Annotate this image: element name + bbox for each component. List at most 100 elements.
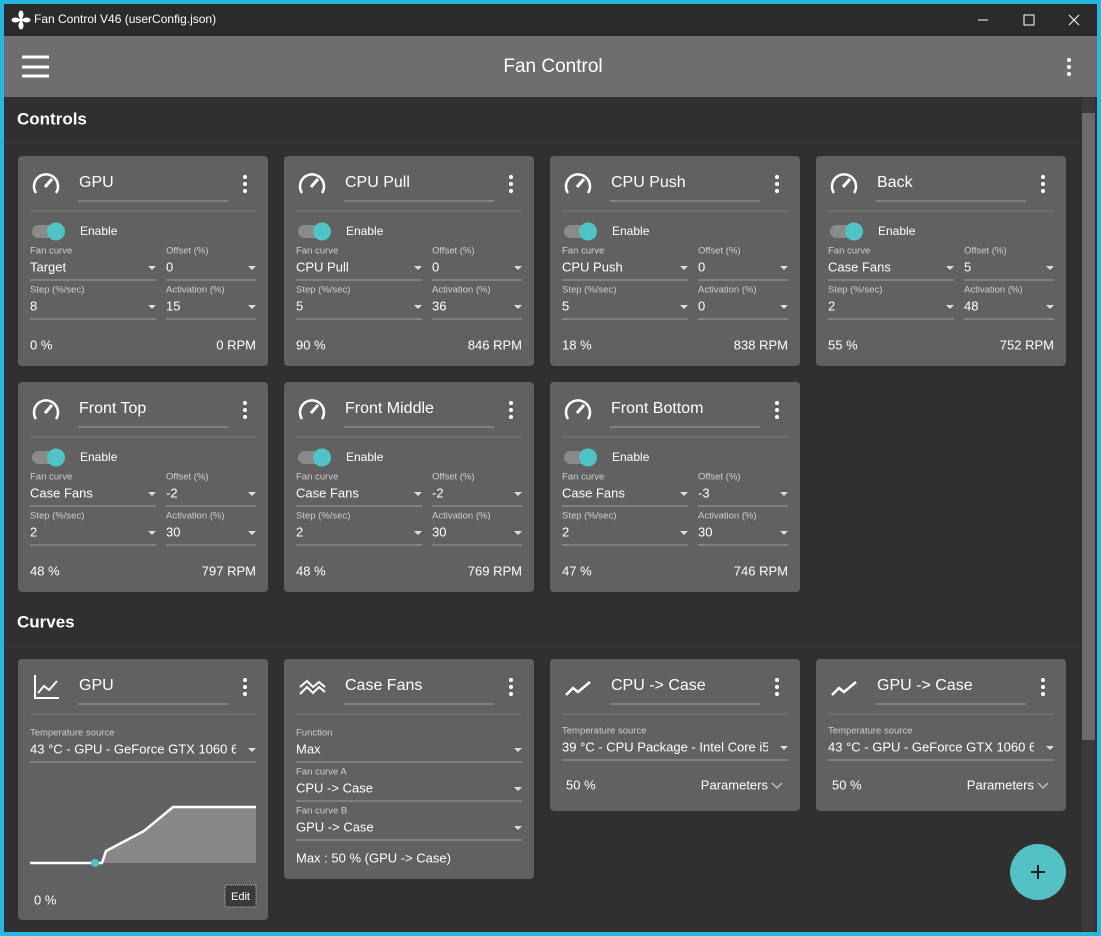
field-value[interactable]: 39 °C - CPU Package - Intel Core i5-9: [562, 739, 781, 754]
chevron[interactable]: [1037, 782, 1049, 790]
field-value[interactable]: 0: [432, 259, 439, 274]
menu-button[interactable]: [22, 55, 49, 78]
field-value[interactable]: Max: [296, 741, 321, 756]
dropdown-arrow[interactable]: [248, 748, 256, 752]
card-name[interactable]: Case Fans: [345, 677, 422, 694]
field-value[interactable]: GPU -> Case: [296, 819, 374, 834]
dropdown-arrow[interactable]: [1046, 305, 1054, 309]
field-value[interactable]: 0: [166, 259, 173, 274]
card-menu-button[interactable]: [775, 678, 779, 696]
card-menu-button[interactable]: [775, 401, 779, 419]
card-name[interactable]: Front Bottom: [611, 400, 703, 417]
dropdown-arrow[interactable]: [414, 266, 422, 270]
card-name[interactable]: GPU -> Case: [877, 677, 973, 694]
dropdown-arrow[interactable]: [514, 531, 522, 535]
card-menu-button[interactable]: [1041, 175, 1045, 193]
card-name[interactable]: Front Top: [79, 400, 146, 417]
dropdown-arrow[interactable]: [148, 492, 156, 496]
field-value[interactable]: 43 °C - GPU - GeForce GTX 1060 6GB: [30, 741, 257, 756]
maximize-button[interactable]: [1023, 14, 1035, 26]
dropdown-arrow[interactable]: [148, 531, 156, 535]
dropdown-arrow[interactable]: [414, 531, 422, 535]
field-value[interactable]: Case Fans: [30, 485, 93, 500]
dropdown-arrow[interactable]: [514, 748, 522, 752]
field-value[interactable]: 5: [296, 298, 303, 313]
toggle-knob[interactable]: [47, 222, 65, 241]
toggle-knob[interactable]: [579, 222, 597, 241]
field-value[interactable]: 0: [698, 298, 705, 313]
card-name[interactable]: Back: [877, 174, 914, 191]
card-menu-button[interactable]: [243, 401, 247, 419]
field-value[interactable]: Case Fans: [562, 485, 625, 500]
dropdown-arrow[interactable]: [248, 266, 256, 270]
dropdown-arrow[interactable]: [1046, 266, 1054, 270]
dropdown-arrow[interactable]: [248, 305, 256, 309]
dropdown-arrow[interactable]: [248, 531, 256, 535]
parameters-toggle[interactable]: Parameters: [701, 777, 769, 792]
card-name[interactable]: CPU -> Case: [611, 677, 706, 694]
dropdown-arrow[interactable]: [946, 266, 954, 270]
field-value[interactable]: 30: [166, 524, 180, 539]
field-value[interactable]: Target: [30, 259, 67, 274]
close-button[interactable]: [1068, 14, 1080, 26]
card-menu-button[interactable]: [1041, 678, 1045, 696]
field-value[interactable]: 5: [562, 298, 569, 313]
dropdown-arrow[interactable]: [780, 492, 788, 496]
dropdown-arrow[interactable]: [248, 492, 256, 496]
dropdown-arrow[interactable]: [780, 531, 788, 535]
app-menu-button[interactable]: [1067, 58, 1071, 76]
card-menu-button[interactable]: [509, 678, 513, 696]
card-name[interactable]: GPU: [79, 677, 114, 694]
dropdown-arrow[interactable]: [680, 531, 688, 535]
dropdown-arrow[interactable]: [680, 492, 688, 496]
dropdown-arrow[interactable]: [414, 492, 422, 496]
field-value[interactable]: 0: [698, 259, 705, 274]
dropdown-arrow[interactable]: [780, 266, 788, 270]
field-value[interactable]: 5: [964, 259, 971, 274]
card-menu-button[interactable]: [243, 678, 247, 696]
dropdown-arrow[interactable]: [514, 266, 522, 270]
dropdown-arrow[interactable]: [514, 787, 522, 791]
dropdown-arrow[interactable]: [780, 305, 788, 309]
card-name[interactable]: CPU Pull: [345, 174, 410, 191]
dropdown-arrow[interactable]: [514, 492, 522, 496]
card-menu-button[interactable]: [775, 175, 779, 193]
card-name[interactable]: GPU: [79, 174, 114, 191]
field-value[interactable]: 2: [828, 298, 835, 313]
curve-point[interactable]: [91, 859, 99, 867]
field-value[interactable]: -2: [166, 485, 178, 500]
field-value[interactable]: -2: [432, 485, 444, 500]
card-menu-button[interactable]: [509, 401, 513, 419]
field-value[interactable]: 48: [964, 298, 978, 313]
field-value[interactable]: Case Fans: [296, 485, 359, 500]
toggle-knob[interactable]: [313, 448, 331, 467]
field-value[interactable]: 30: [698, 524, 712, 539]
add-button[interactable]: [1010, 844, 1066, 900]
field-value[interactable]: 8: [30, 298, 37, 313]
toggle-knob[interactable]: [313, 222, 331, 241]
dropdown-arrow[interactable]: [414, 305, 422, 309]
field-value[interactable]: 15: [166, 298, 180, 313]
dropdown-arrow[interactable]: [946, 305, 954, 309]
field-value[interactable]: 36: [432, 298, 446, 313]
parameters-toggle[interactable]: Parameters: [967, 777, 1035, 792]
dropdown-arrow[interactable]: [514, 305, 522, 309]
dropdown-arrow[interactable]: [148, 266, 156, 270]
field-value[interactable]: CPU Push: [562, 259, 623, 274]
card-name[interactable]: CPU Push: [611, 174, 686, 191]
field-value[interactable]: CPU -> Case: [296, 780, 373, 795]
dropdown-arrow[interactable]: [680, 305, 688, 309]
field-value[interactable]: 43 °C - GPU - GeForce GTX 1060 6GB: [828, 739, 1055, 754]
card-name[interactable]: Front Middle: [345, 400, 434, 417]
dropdown-arrow[interactable]: [514, 826, 522, 830]
toggle-knob[interactable]: [47, 448, 65, 467]
dropdown-arrow[interactable]: [1046, 746, 1054, 750]
chevron[interactable]: [771, 782, 783, 790]
field-value[interactable]: CPU Pull: [296, 259, 349, 274]
card-menu-button[interactable]: [509, 175, 513, 193]
field-value[interactable]: 2: [562, 524, 569, 539]
scrollbar-thumb[interactable]: [1082, 113, 1095, 740]
dropdown-arrow[interactable]: [780, 746, 788, 750]
card-menu-button[interactable]: [243, 175, 247, 193]
dropdown-arrow[interactable]: [680, 266, 688, 270]
